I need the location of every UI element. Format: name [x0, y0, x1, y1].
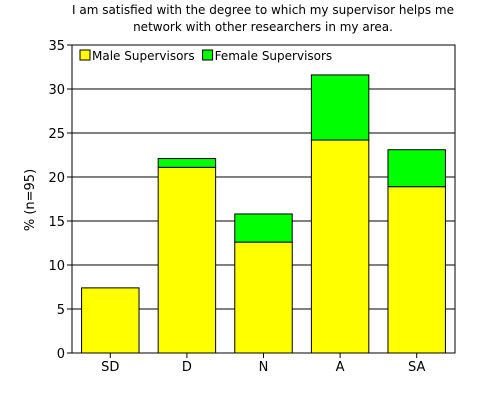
chart-title-line-2: network with other researchers in my are…: [133, 20, 393, 34]
x-tick-label: A: [336, 360, 345, 375]
legend: Male Supervisors Female Supervisors: [79, 49, 333, 63]
y-axis-label: % (n=95): [23, 169, 38, 231]
x-tick-label: SA: [408, 360, 425, 375]
bar-n-female: [234, 213, 293, 243]
legend-swatch-male: [79, 49, 91, 61]
legend-label-female: Female Supervisors: [215, 49, 333, 63]
y-tick-label: 15: [48, 215, 65, 230]
y-tick-label: 0: [57, 347, 65, 362]
legend-swatch-female: [202, 49, 214, 61]
bar-sa-male: [387, 186, 446, 354]
bar-sd-male: [81, 287, 140, 354]
x-tick-labels: SD D N A SA: [101, 353, 425, 375]
bar-d-female: [157, 158, 217, 168]
bar-a-female: [310, 74, 370, 141]
x-tick-label: SD: [101, 360, 119, 375]
bar-d-male: [157, 166, 217, 354]
y-tick-label: 5: [57, 303, 65, 318]
bar-a-male: [310, 139, 370, 354]
legend-label-male: Male Supervisors: [92, 49, 195, 63]
y-tick-labels: 0 5 10 15 20 25 30 35: [48, 39, 72, 362]
y-tick-label: 30: [48, 83, 65, 98]
x-tick-label: N: [259, 360, 269, 375]
y-tick-label: 35: [48, 39, 65, 54]
y-tick-label: 10: [48, 259, 65, 274]
x-tick-label: D: [182, 360, 192, 375]
y-tick-label: 20: [48, 171, 65, 186]
bars: [81, 74, 446, 354]
chart-title-line-1: I am satisfied with the degree to which …: [72, 3, 454, 17]
y-tick-label: 25: [48, 127, 65, 142]
bar-sa-female: [387, 149, 446, 188]
bar-n-male: [234, 241, 293, 354]
